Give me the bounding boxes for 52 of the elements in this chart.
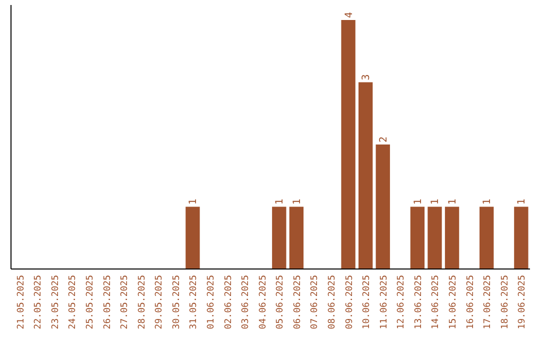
x-tick-label: 10.06.2025 bbox=[362, 275, 372, 330]
data-label: 1 bbox=[430, 198, 442, 205]
x-tick-label: 07.06.2025 bbox=[310, 275, 320, 330]
x-tick-label: 26.05.2025 bbox=[102, 275, 113, 330]
x-tick-label: 27.05.2025 bbox=[120, 275, 130, 330]
x-tick-label: 25.05.2025 bbox=[85, 275, 96, 330]
data-label: 1 bbox=[292, 198, 303, 205]
x-tick-label: 06.06.2025 bbox=[292, 275, 303, 330]
x-tick-label: 09.06.2025 bbox=[344, 275, 355, 330]
x-tick-label: 16.06.2025 bbox=[466, 275, 476, 330]
x-tick-label: 19.06.2025 bbox=[518, 275, 528, 330]
x-tick-label: 28.05.2025 bbox=[137, 275, 148, 330]
x-tick-label: 31.05.2025 bbox=[189, 275, 200, 330]
bar bbox=[444, 206, 460, 269]
x-tick-label: 29.05.2025 bbox=[154, 275, 165, 330]
data-label: 1 bbox=[516, 198, 528, 205]
data-label: 2 bbox=[378, 136, 390, 142]
data-label: 1 bbox=[188, 198, 200, 205]
bar bbox=[272, 206, 286, 269]
x-tick-label: 02.06.2025 bbox=[224, 275, 234, 330]
x-tick-label: 17.06.2025 bbox=[483, 275, 494, 330]
data-label: 1 bbox=[448, 198, 459, 205]
x-tick-label: 03.06.2025 bbox=[241, 275, 252, 330]
x-tick-label: 14.06.2025 bbox=[431, 275, 442, 330]
x-tick-label: 05.06.2025 bbox=[276, 275, 286, 330]
bar bbox=[186, 206, 200, 269]
x-tick-label: 23.05.2025 bbox=[50, 275, 61, 330]
bar bbox=[514, 206, 528, 269]
bar bbox=[358, 82, 373, 269]
x-tick-label: 11.06.2025 bbox=[379, 275, 390, 330]
bar bbox=[289, 206, 304, 269]
x-tick-label: 18.06.2025 bbox=[500, 275, 510, 330]
bar bbox=[341, 20, 356, 269]
x-tick-label: 15.06.2025 bbox=[448, 275, 459, 330]
data-label: 3 bbox=[361, 74, 372, 80]
x-tick-label: 30.05.2025 bbox=[172, 275, 182, 330]
bar bbox=[428, 206, 442, 269]
x-tick-label: 21.05.2025 bbox=[16, 275, 26, 330]
x-tick-label: 13.06.2025 bbox=[414, 275, 424, 330]
data-label: 1 bbox=[412, 198, 424, 205]
x-tick-label: 08.06.2025 bbox=[328, 275, 338, 330]
bar bbox=[480, 206, 494, 269]
x-tick-label: 12.06.2025 bbox=[396, 275, 407, 330]
x-tick-label: 24.05.2025 bbox=[68, 275, 78, 330]
bar bbox=[376, 144, 390, 269]
x-tick-label: 04.06.2025 bbox=[258, 275, 268, 330]
x-tick-label: 22.05.2025 bbox=[34, 275, 44, 330]
x-tick-label: 01.06.2025 bbox=[206, 275, 216, 330]
data-label: 1 bbox=[482, 198, 494, 205]
data-label: 1 bbox=[274, 198, 286, 205]
bar bbox=[410, 206, 425, 269]
data-label: 4 bbox=[344, 12, 355, 18]
